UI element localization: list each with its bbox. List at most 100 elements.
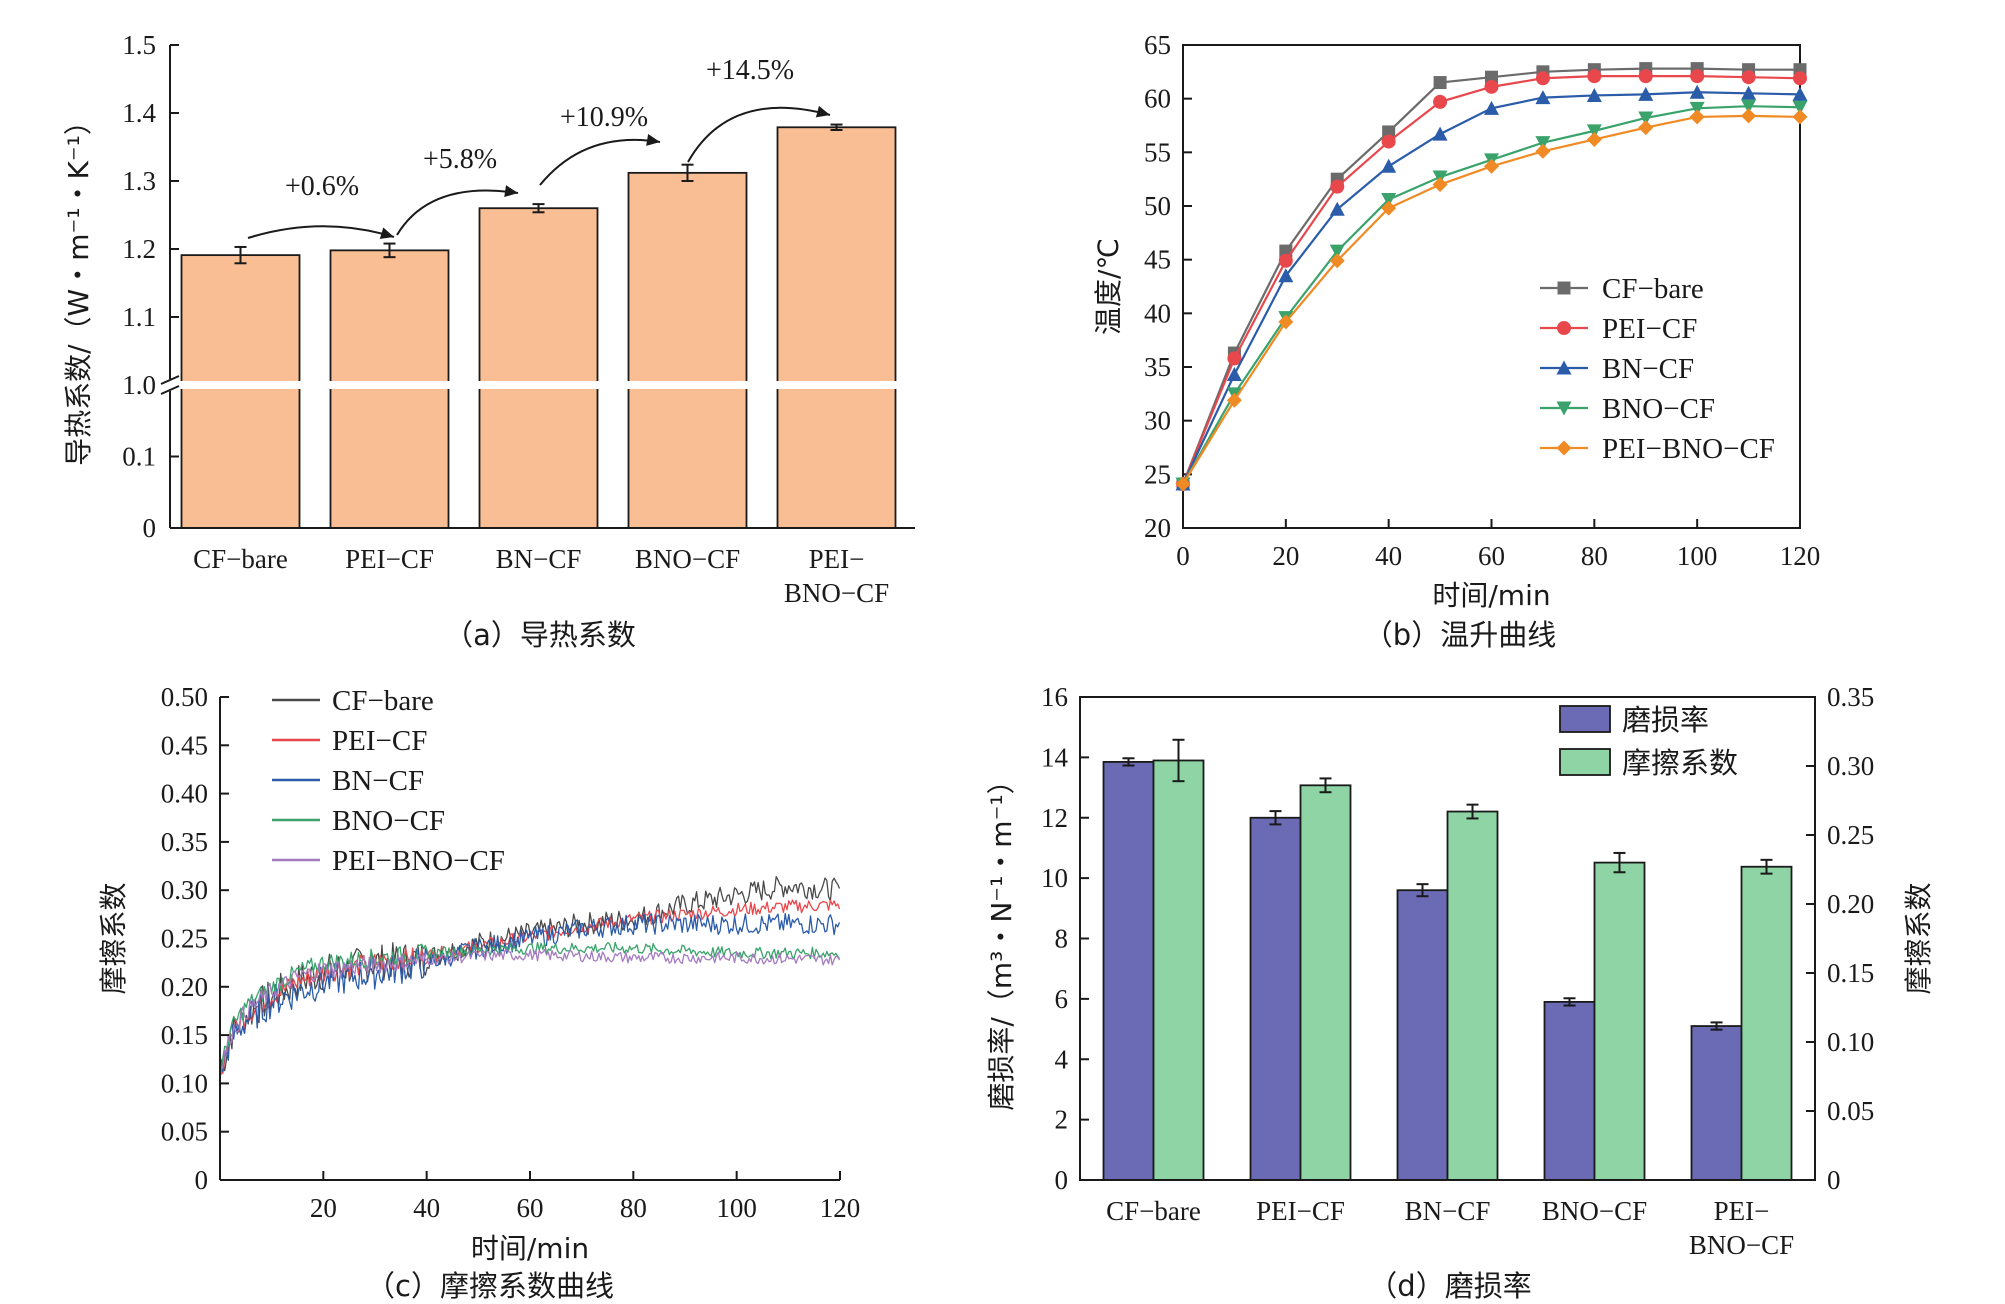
data-point [1792, 100, 1808, 115]
y-tick-label-right: 0.35 [1827, 682, 1874, 712]
x-tick-label: BN−CF [1405, 1196, 1491, 1226]
y-tick-label-right: 0.20 [1827, 889, 1874, 919]
legend-marker [1556, 360, 1572, 375]
y-tick-label-right: 0 [1827, 1165, 1841, 1195]
percent-increase-annotation: +5.8% [423, 144, 497, 175]
y-tick-label: 65 [1144, 30, 1171, 60]
bar-wear-rate [1102, 761, 1155, 1181]
panel-b-temperature-curve: 0 20 40 60 80 100 12020253035404550556065CF−ba… [1092, 30, 1820, 652]
x-tick-label: 20 [310, 1193, 337, 1223]
bar-wear-rate [1543, 1000, 1596, 1181]
data-point [1226, 392, 1242, 408]
x-tick-label: 40 [1375, 541, 1402, 571]
percent-increase-annotation: +10.9% [560, 102, 648, 133]
bar-friction-coefficient [1446, 810, 1499, 1181]
error-bar [1122, 757, 1135, 767]
data-point [1485, 70, 1498, 84]
data-point [1432, 177, 1448, 193]
error-bar [1319, 777, 1332, 794]
panel-c-friction-curve: 20 40 60 80 100 120 0 0.05 0.10 0.15 0.20 0.25 0.30 0… [97, 682, 860, 1303]
legend-marker [1557, 281, 1571, 295]
legend-label: 磨损率 [1622, 703, 1709, 737]
error-bar [1563, 997, 1576, 1007]
x-tick-label: PEI−CF [345, 544, 434, 574]
data-point [1638, 69, 1653, 84]
legend-label: PEI−BNO−CF [1602, 433, 1775, 465]
arrow-head [379, 227, 394, 239]
caption-b: （b）温升曲线 [1364, 618, 1556, 652]
y-tick-label: 0.35 [161, 827, 208, 857]
data-point [1741, 108, 1757, 124]
y-tick-label: 0.40 [161, 779, 208, 809]
y-axis-label-right: 摩擦系数 [1902, 882, 1935, 994]
panel-a-thermal-conductivity: 1.0 1.1 1.2 1.3 1.4 1.5 0 0.1 CF−bare PEI−CF BN−CF… [62, 30, 935, 652]
x-axis-label: 时间/min [1432, 579, 1550, 612]
x-tick-label: 20 [1272, 541, 1299, 571]
error-bar [1613, 851, 1626, 874]
data-point [1535, 136, 1551, 151]
y-tick-label: 0 [195, 1165, 209, 1195]
y-axis-label: 磨损率/（m³・N⁻¹・m⁻¹） [985, 766, 1018, 1110]
data-point [1433, 76, 1447, 90]
legend-marker [1557, 321, 1571, 335]
bar [478, 207, 599, 529]
y-tick-label: 50 [1144, 191, 1171, 221]
x-tick-label: BN−CF [496, 544, 582, 574]
data-point [1175, 476, 1191, 492]
bar-wear-rate [1690, 1025, 1743, 1181]
data-point [1278, 253, 1293, 268]
x-tick-label: CF−bare [193, 544, 288, 574]
x-tick-label: PEI− BNO−CF [1689, 1196, 1794, 1260]
x-tick-label: 60 [1478, 541, 1505, 571]
x-tick-label: PEI−CF [1256, 1196, 1345, 1226]
data-point [1535, 143, 1551, 159]
bar-friction-coefficient [1152, 759, 1205, 1181]
y-tick-label: 0.25 [161, 924, 208, 954]
bar-friction-coefficient [1593, 861, 1646, 1181]
y-axis-label: 摩擦系数 [97, 882, 130, 994]
y-tick-label: 0.1 [122, 442, 156, 472]
caption-a: （a）导热系数 [444, 618, 636, 652]
y-tick-label: 55 [1144, 137, 1171, 167]
legend-label: CF−bare [332, 685, 434, 717]
y-tick-label: 1.5 [122, 30, 156, 60]
bar [180, 254, 301, 529]
error-bar [1416, 883, 1429, 898]
y-tick-label: 0 [1055, 1165, 1069, 1195]
data-point [1278, 314, 1294, 330]
y-tick-label: 25 [1144, 459, 1171, 489]
y-tick-label: 12 [1041, 803, 1068, 833]
y-tick-label: 2 [1055, 1105, 1069, 1135]
y-tick-label: 1.0 [122, 370, 156, 400]
y-tick-label: 40 [1144, 298, 1171, 328]
data-point [1586, 87, 1602, 102]
data-point [1381, 158, 1397, 173]
percent-increase-annotation: +14.5% [706, 55, 794, 86]
x-tick-label: 120 [1780, 541, 1821, 571]
legend-label: BN−CF [332, 765, 424, 797]
x-tick-label: CF−bare [1106, 1196, 1201, 1226]
data-point [1330, 179, 1345, 194]
data-point [1484, 100, 1499, 115]
data-point [1381, 193, 1397, 208]
x-tick-label: 100 [1677, 541, 1718, 571]
legend-swatch [1559, 748, 1611, 776]
data-point [1329, 244, 1345, 259]
data-point [1792, 86, 1808, 101]
error-bar [830, 123, 843, 131]
x-tick-label: 80 [620, 1193, 647, 1223]
data-point [1381, 200, 1397, 216]
y-tick-label: 45 [1144, 245, 1171, 275]
data-point [1329, 201, 1345, 216]
y-tick-label: 1.2 [122, 234, 156, 264]
y-tick-label: 1.4 [122, 98, 156, 128]
legend-label: PEI−CF [1602, 313, 1697, 345]
y-tick-label-right: 0.25 [1827, 820, 1874, 850]
y-tick-label: 14 [1041, 742, 1069, 772]
y-axis-label: 导热系数/（W・m⁻¹・K⁻¹） [62, 107, 95, 466]
data-point [1793, 71, 1807, 86]
data-point [1226, 367, 1242, 382]
series-line-CF−bare [220, 875, 841, 1072]
data-point [1689, 109, 1705, 125]
data-point [1638, 111, 1654, 126]
